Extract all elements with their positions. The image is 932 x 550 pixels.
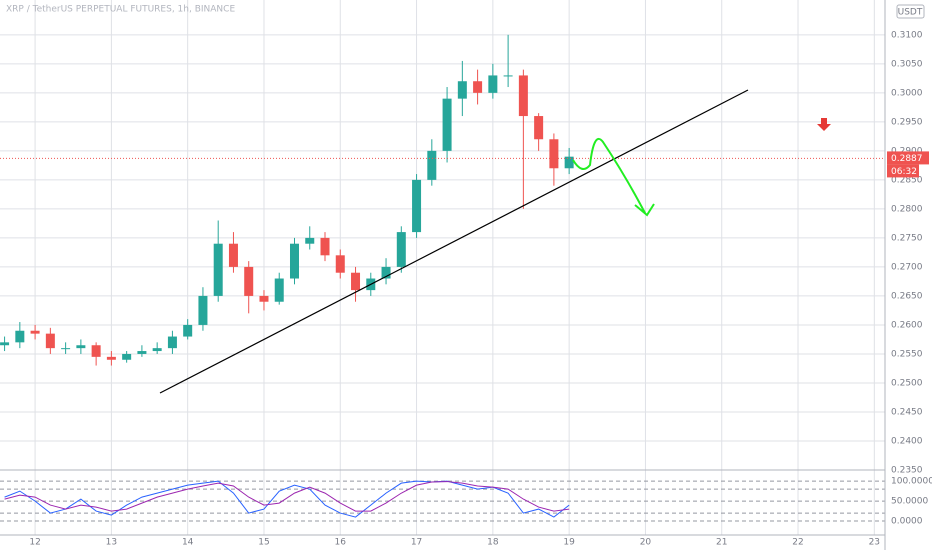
candle-body [183, 324, 193, 337]
candle-body [473, 81, 483, 93]
last-price-label: 0.2887 [891, 154, 923, 164]
candle-body [518, 75, 528, 117]
x-tick-label: 14 [182, 538, 194, 548]
marks [0, 34, 885, 518]
y-tick-label: 0.2500 [891, 378, 923, 388]
drawn-arrow [572, 137, 655, 217]
candle-body [534, 116, 544, 140]
y-tick-label: 0.3000 [891, 88, 923, 98]
y-tick-label: 0.2400 [891, 436, 923, 446]
candle-body [396, 232, 406, 267]
currency: USDT [898, 8, 923, 18]
candle-body [289, 243, 299, 279]
y-tick-label: 0.3100 [891, 30, 923, 40]
candle-body [106, 356, 116, 360]
x-tick-label: 13 [106, 538, 117, 548]
x-tick-label: 12 [29, 538, 40, 548]
candle-body [0, 342, 10, 346]
currency-box [896, 4, 925, 19]
candle-body [351, 272, 361, 291]
candle-body [305, 237, 315, 244]
candle-body [274, 278, 284, 302]
osc-line [4, 481, 570, 512]
last-price-box [887, 151, 929, 165]
candle-body [30, 330, 40, 334]
candle-body [152, 348, 162, 352]
candle-body [213, 243, 223, 296]
x-tick-label: 16 [335, 538, 347, 548]
candle-body [427, 150, 437, 180]
candle-body [15, 330, 25, 343]
x-tick-label: 17 [411, 538, 422, 548]
y-tick-label: 0.2650 [891, 291, 923, 301]
grid [0, 0, 885, 535]
osc-tick-label: 100.0000 [891, 477, 932, 487]
x-tick-label: 20 [640, 538, 652, 548]
y-tick-label: 0.2550 [891, 349, 923, 359]
candle-body [91, 345, 101, 357]
y-tick-label: 0.2850 [891, 175, 923, 185]
sell-signal-icon [817, 118, 831, 131]
candle-body [381, 266, 391, 279]
y-tick-label: 0.2800 [891, 204, 923, 214]
candle-body [503, 75, 513, 77]
candle-body [457, 81, 467, 99]
y-tick-label: 0.2750 [891, 233, 923, 243]
x-tick-label: 22 [792, 538, 803, 548]
countdown-box [887, 164, 919, 178]
candle-body [259, 295, 269, 302]
x-tick-label: 23 [869, 538, 880, 548]
candle-body [335, 255, 345, 273]
x-tick-label: 15 [258, 538, 269, 548]
candle-body [228, 243, 238, 267]
y-tick-label: 0.3050 [891, 59, 923, 69]
x-tick-label: 19 [563, 538, 575, 548]
y-tick-label: 0.2600 [891, 320, 923, 330]
candle-body [167, 336, 177, 349]
candle-body [45, 333, 55, 349]
candle-body [564, 156, 574, 169]
candle-body [122, 353, 132, 360]
osc-line [4, 480, 570, 518]
candle-body [549, 139, 559, 169]
countdown-label: 06:32 [891, 167, 917, 177]
y-tick-label: 0.2700 [891, 262, 923, 272]
candle-body [61, 348, 71, 350]
y-tick-label: 0.2900 [891, 146, 923, 156]
candle-body [76, 345, 86, 349]
candle-body [198, 295, 208, 325]
trend-line [159, 89, 749, 394]
x-tick-label: 21 [716, 538, 727, 548]
candle-body [320, 237, 330, 256]
y-tick-label: 0.2950 [891, 117, 923, 127]
osc-tick-label: 50.0000 [891, 497, 928, 507]
candle-body [412, 179, 422, 233]
y-tick-label: 0.2350 [891, 466, 923, 476]
chart-title: XRP / TetherUS PERPETUAL FUTURES, 1h, BI… [6, 5, 235, 15]
candle-body [244, 266, 254, 296]
candle-body [442, 98, 452, 151]
candle-body [488, 75, 498, 93]
osc-tick-label: 0.0000 [891, 517, 923, 527]
y-tick-label: 0.2450 [891, 407, 923, 417]
candle-body [137, 351, 147, 354]
x-tick-label: 18 [487, 538, 499, 548]
